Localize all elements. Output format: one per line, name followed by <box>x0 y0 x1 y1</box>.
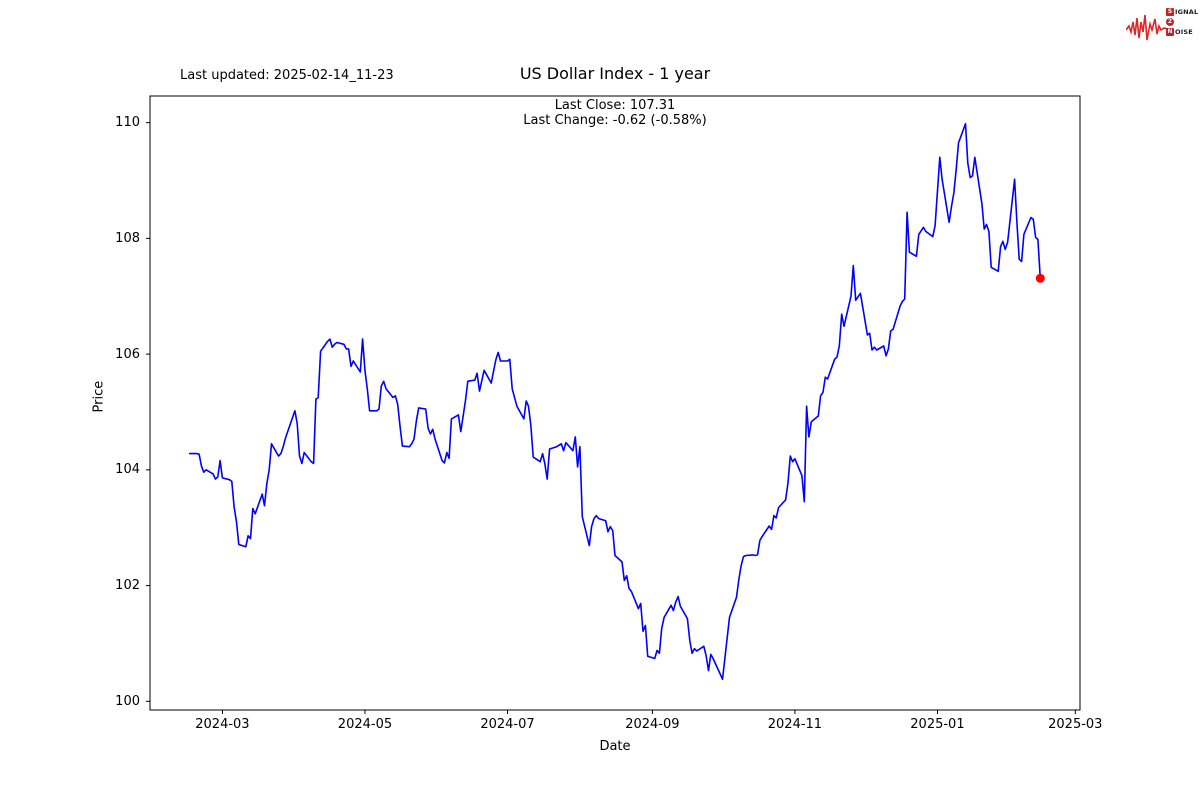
x-tick-label: 2025-03 <box>1048 717 1103 732</box>
x-tick-label: 2024-07 <box>480 717 535 732</box>
axes-box <box>149 95 1081 711</box>
chart-title: US Dollar Index - 1 year <box>519 64 711 83</box>
last-updated-label: Last updated: 2025-02-14_11-23 <box>180 68 394 83</box>
signal2noise-logo: S IGNAL 2 N OISE <box>1126 5 1198 49</box>
waveform-icon <box>1126 14 1168 41</box>
x-tick-label: 2024-09 <box>625 717 680 732</box>
logo-n-badge: N <box>1166 27 1174 36</box>
logo-line-2: 2 <box>1166 17 1174 26</box>
logo-line-noise: N OISE <box>1166 27 1193 36</box>
last-point-marker <box>1035 273 1045 283</box>
y-tick-label: 102 <box>115 578 140 594</box>
x-tick-label: 2024-03 <box>195 717 250 732</box>
y-tick-label: 110 <box>115 115 140 131</box>
logo-line-signal: S IGNAL <box>1166 7 1199 16</box>
chart-subtitle: Last Close: 107.31 Last Change: -0.62 (-… <box>150 98 1080 128</box>
y-tick-label: 100 <box>115 693 140 709</box>
x-tick-label: 2025-01 <box>910 717 965 732</box>
y-tick-label: 108 <box>115 230 140 246</box>
price-line <box>188 123 1042 681</box>
last-change-label: Last Change: -0.62 (-0.58%) <box>523 113 707 128</box>
logo-2-badge: 2 <box>1166 17 1174 26</box>
y-tick-label: 106 <box>115 346 140 362</box>
x-tick-label: 2024-05 <box>337 717 393 732</box>
y-tick-label: 104 <box>115 462 140 478</box>
logo-s-badge: S <box>1166 7 1174 16</box>
y-axis-label: Price <box>91 380 107 413</box>
last-close-label: Last Close: 107.31 <box>554 98 676 113</box>
x-axis-label: Date <box>599 739 631 754</box>
x-tick-label: 2024-11 <box>767 717 823 732</box>
